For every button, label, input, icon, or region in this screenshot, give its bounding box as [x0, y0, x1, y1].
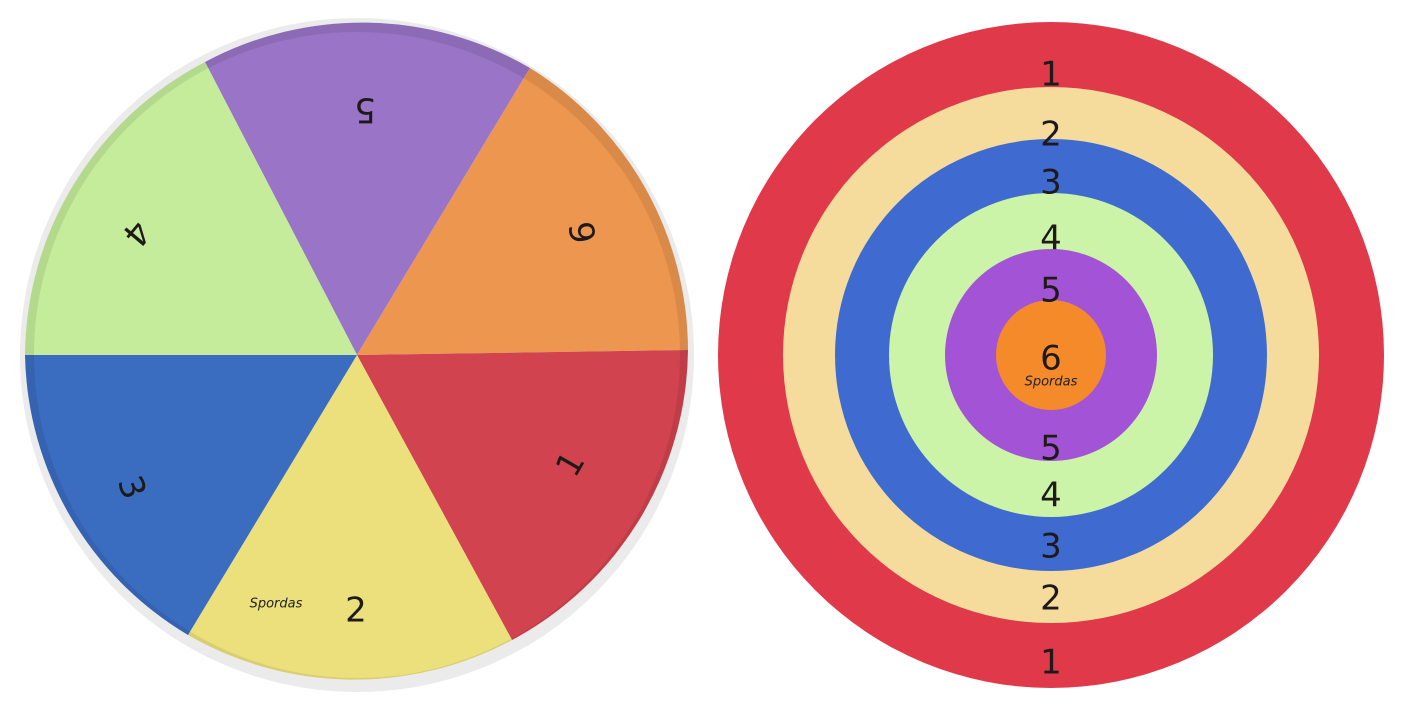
segment-wheel: 5 6 1 2 3 4 Spordas	[20, 18, 694, 692]
ring-label: 5	[1040, 429, 1062, 469]
ring-label: 3	[1040, 527, 1062, 567]
wedge-yellow	[188, 355, 512, 680]
wedge-red	[357, 350, 688, 640]
wedge-orange	[357, 68, 688, 355]
ring-label: 4	[1040, 476, 1062, 516]
brand: Spordas	[250, 597, 303, 612]
ring-label: 1	[1040, 643, 1062, 683]
ring-label: 2	[1040, 115, 1062, 155]
ring-label: 2	[1040, 579, 1062, 619]
ring-label: 1	[1040, 55, 1062, 95]
center-label: 6	[1040, 339, 1062, 379]
ring-label: 4	[1040, 219, 1062, 259]
wedge-purple	[205, 22, 530, 355]
segment-label: 2	[345, 591, 367, 631]
wedge-green	[25, 62, 357, 355]
wheel-rim	[20, 18, 694, 692]
ring-label: 5	[1040, 271, 1062, 311]
brand: Spordas	[1025, 375, 1078, 390]
segment-label: 5	[354, 90, 376, 130]
ring-orange	[996, 300, 1106, 410]
wedge-blue	[25, 355, 357, 635]
ring-label: 3	[1040, 163, 1062, 203]
ring-target: 1 2 3 4 5 6 Spordas 5 4 3 2 1	[718, 22, 1384, 688]
